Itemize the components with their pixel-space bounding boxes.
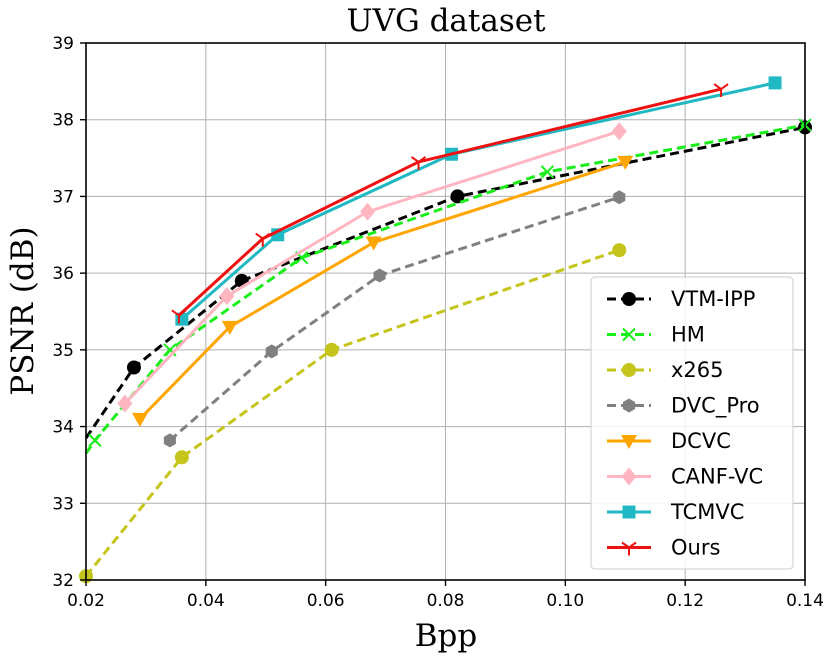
legend-label-tcmvc: TCMVC (670, 500, 744, 524)
data-point-ours (255, 232, 271, 247)
legend-label-x265: x265 (671, 358, 724, 382)
legend-marker-ours (621, 541, 637, 556)
x-tick-label: 0.14 (786, 591, 824, 611)
legend-marker-hm (622, 327, 636, 342)
legend-marker-tcmvc (622, 505, 636, 519)
x-tick-label: 0.08 (427, 591, 465, 611)
chart-title: UVG dataset (346, 3, 546, 39)
legend-label-hm: HM (671, 323, 705, 347)
axis-ticks: 0.02 0.04 0.06 0.08 0.10 0.12 0.14 32 33 34 35 36 37… (52, 34, 824, 611)
data-point-canf-vc (611, 122, 627, 141)
y-tick-label: 39 (52, 34, 74, 54)
legend-box (590, 276, 794, 570)
data-point-canf-vc (360, 202, 376, 221)
legend-marker-canf-vc (621, 467, 637, 486)
series-hm (84, 118, 812, 455)
legend-label-dcvc: DCVC (671, 429, 731, 453)
legend-marker-x265 (622, 363, 636, 377)
series-line-dcvc (138, 160, 626, 420)
series-line-canf-vc (123, 129, 620, 405)
data-point-dcvc (365, 236, 382, 251)
series-line-dvc-pro (168, 195, 620, 442)
data-point-x265 (612, 243, 627, 258)
data-point-canf-vc (117, 394, 133, 413)
data-point-dcvc (617, 155, 634, 170)
data-point-hm (540, 165, 555, 179)
x-tick-label: 0.10 (546, 591, 584, 611)
legend-marker-dvc-pro (622, 398, 636, 413)
series-ours (171, 83, 729, 324)
x-tick-label: 0.02 (67, 591, 105, 611)
y-tick-label: 35 (52, 341, 74, 361)
series-line-ours (177, 87, 722, 317)
series-line-vtm-ipp (84, 125, 806, 439)
series-dcvc (131, 155, 634, 427)
data-point-ours (410, 156, 427, 170)
legend-label-ours: Ours (671, 536, 720, 560)
legend-label-vtm-ipp: VTM-IPP (671, 287, 755, 311)
series-line-tcmvc (180, 81, 776, 321)
legend-label-canf-vc: CANF-VC (671, 465, 763, 489)
data-point-hm (88, 433, 102, 448)
y-tick-label: 33 (52, 494, 74, 514)
y-tick-label: 32 (52, 571, 74, 591)
legend-marker-vtm-ipp (622, 292, 636, 306)
series-line-hm (84, 123, 806, 455)
x-tick-label: 0.06 (307, 591, 345, 611)
data-point-dvc-pro (163, 433, 176, 448)
data-point-x265 (324, 342, 339, 357)
data-point-x265 (174, 450, 189, 465)
data-point-dvc-pro (373, 268, 386, 283)
series-canf-vc (117, 122, 627, 413)
plot-series (79, 76, 812, 584)
series-line-x265 (84, 248, 620, 578)
data-point-vtm-ipp (450, 189, 465, 204)
y-axis-label: PSNR (dB) (5, 226, 41, 395)
legend: VTM-IPP HM x265 DVC_Pro DCVC CANF-VC TCMVC Ours (590, 276, 794, 570)
legend-marker-dcvc (621, 435, 637, 449)
y-tick-label: 34 (52, 418, 74, 438)
data-point-dcvc (131, 412, 148, 427)
data-point-vtm-ipp (126, 360, 141, 375)
y-tick-label: 36 (52, 264, 74, 284)
data-point-canf-vc (219, 287, 235, 306)
x-axis-label: Bpp (415, 618, 477, 654)
x-tick-label: 0.04 (187, 591, 225, 611)
legend-label-dvc-pro: DVC_Pro (671, 394, 760, 419)
data-point-dvc-pro (613, 190, 626, 205)
series-dvc-pro (163, 190, 626, 448)
x-tick-label: 0.12 (666, 591, 704, 611)
data-point-tcmvc (768, 76, 782, 90)
data-point-ours (713, 83, 729, 98)
data-point-ours (171, 309, 187, 324)
data-point-dcvc (221, 320, 238, 335)
y-tick-label: 37 (52, 187, 74, 207)
data-point-dvc-pro (265, 344, 278, 359)
y-tick-label: 38 (52, 111, 74, 131)
